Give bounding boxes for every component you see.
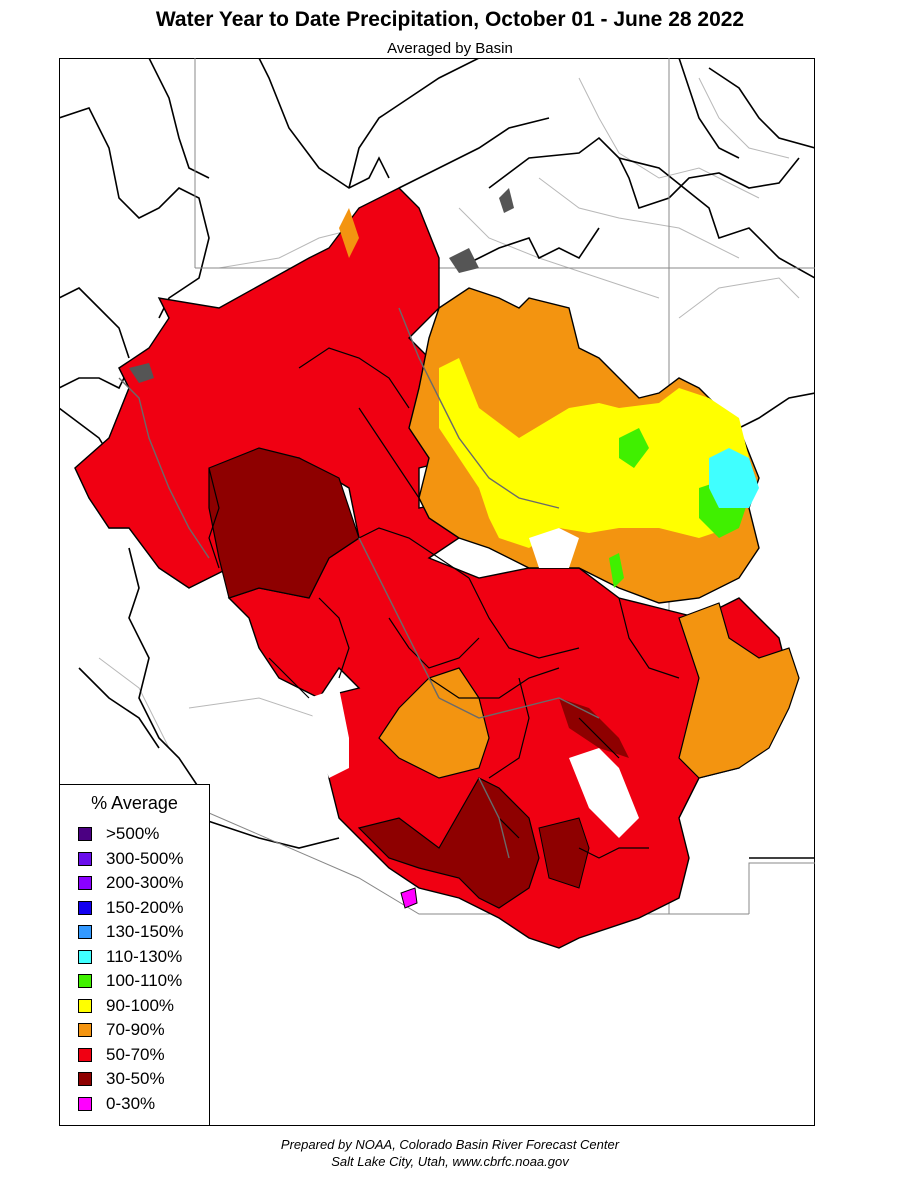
legend-label: 90-100% [106,995,175,1015]
legend-item: 100-110% [78,969,184,994]
legend-swatch [78,827,92,842]
lakes [129,188,514,383]
legend-swatch [78,900,92,915]
legend-label: 300-500% [106,848,184,868]
legend-item: 130-150% [78,920,184,945]
legend-item: 200-300% [78,871,184,896]
legend-swatch [78,1096,92,1111]
legend-swatch [78,1023,92,1038]
legend-label: 70-90% [106,1020,165,1040]
basin-orange-north-small [339,208,359,258]
legend-swatch [78,949,92,964]
no-data-area-southeast [569,748,639,838]
legend-item: >500% [78,822,184,847]
legend-item: 300-500% [78,847,184,872]
legend-item: 150-200% [78,896,184,921]
rivers [118,307,600,859]
map-title: Water Year to Date Precipitation, Octobe… [155,8,745,31]
legend: % Average >500% 300-500% 200-300% 150-200% 1… [59,784,210,1126]
legend-swatch [78,851,92,866]
basin-dark-red-south [357,777,540,909]
basin-green-small [609,553,624,588]
basin-dark-red-south-east [538,817,590,889]
legend-item: 110-130% [78,945,184,970]
legend-swatch [78,925,92,940]
basin-yellow [439,358,749,548]
legend-label: 200-300% [106,873,184,893]
legend-label: 30-50% [106,1069,165,1089]
legend-item: 0-30% [78,1092,184,1117]
legend-swatch [78,1047,92,1062]
legend-label: 110-130% [106,946,183,966]
no-data-area-center [529,528,579,568]
basin-orange-southeast [678,602,800,779]
map-subtitle: Averaged by Basin [387,40,513,57]
no-data-area-south [309,688,349,778]
legend-list: >500% 300-500% 200-300% 150-200% 130-150% 110… [78,822,184,1116]
basin-cyan [709,448,759,508]
legend-label: 0-30% [106,1093,156,1113]
legend-swatch [78,974,92,989]
legend-swatch [78,1072,92,1087]
legend-item: 50-70% [78,1043,184,1068]
basin-orange-south [378,667,490,779]
legend-swatch [78,876,92,891]
credit-line-2: Salt Lake City, Utah, www.cbrfc.noaa.gov [331,1154,569,1169]
legend-label: 150-200% [106,897,184,917]
legend-item: 70-90% [78,1018,184,1043]
basin-green-north [619,428,649,468]
legend-label: 50-70% [106,1044,165,1064]
credit-line-1: Prepared by NOAA, Colorado Basin River F… [280,1137,620,1152]
basin-dark-red-center [208,447,360,599]
basin-dark-red-east [559,698,629,758]
legend-label: 130-150% [106,922,184,942]
legend-item: 30-50% [78,1067,184,1092]
legend-swatch [78,998,92,1013]
legend-title: % Average [91,793,178,813]
legend-item: 90-100% [78,994,184,1019]
interior-basin-boundaries [208,347,680,859]
basin-magenta [400,887,418,909]
legend-label: 100-110% [106,971,183,991]
legend-label: >500% [106,824,160,844]
